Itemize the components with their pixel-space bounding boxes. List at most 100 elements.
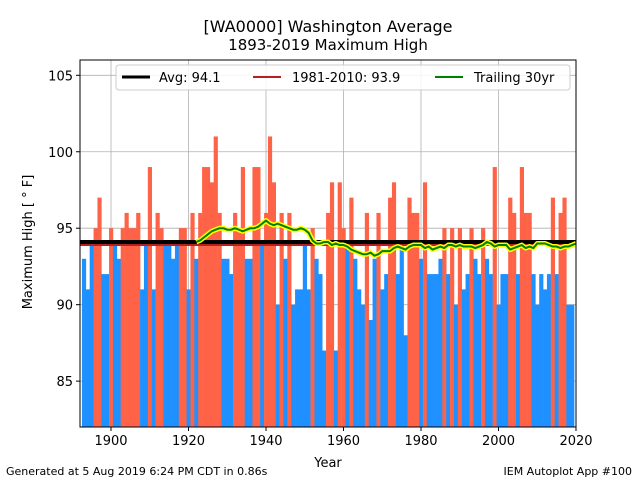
- bar-1954: [318, 274, 323, 427]
- bar-2005: [515, 274, 521, 427]
- bar-2010: [535, 304, 540, 427]
- x-tick-label: 2000: [482, 434, 515, 449]
- bar-1938: [256, 167, 261, 427]
- bar-1930: [225, 258, 230, 427]
- y-tick-label: 85: [56, 375, 73, 390]
- x-tick-label: 1980: [404, 434, 437, 449]
- bar-1956: [326, 212, 331, 427]
- bar-1988: [450, 228, 455, 427]
- bar-1903: [120, 228, 125, 427]
- bar-1996: [481, 228, 486, 427]
- bar-1992: [465, 274, 470, 427]
- bar-1976: [403, 335, 408, 427]
- legend-label-2: Trailing 30yr: [473, 71, 555, 86]
- bar-2009: [531, 274, 536, 427]
- bar-1901: [112, 243, 118, 427]
- bar-1913: [159, 228, 164, 427]
- bar-2013: [546, 274, 552, 427]
- bar-1922: [194, 258, 199, 427]
- bar-1906: [132, 228, 137, 427]
- bar-1963: [353, 258, 358, 427]
- bar-1909: [143, 243, 149, 427]
- bar-1897: [97, 197, 102, 427]
- bar-1959: [337, 182, 342, 427]
- bar-1918: [178, 228, 183, 427]
- bar-1986: [442, 228, 447, 427]
- bar-1970: [380, 289, 385, 427]
- bar-1995: [477, 274, 482, 427]
- bar-1951: [306, 289, 311, 427]
- legend-box: [115, 64, 571, 91]
- bar-1993: [469, 228, 474, 427]
- bar-1914: [163, 243, 168, 427]
- bar-1974: [395, 274, 400, 427]
- x-tick-label: 2020: [559, 434, 592, 449]
- bar-2004: [512, 212, 517, 427]
- bar-1896: [93, 228, 98, 427]
- bar-1973: [391, 182, 397, 427]
- bar-1925: [205, 167, 211, 427]
- bar-1967: [368, 319, 373, 427]
- bar-1944: [279, 212, 284, 427]
- bar-2006: [519, 167, 524, 427]
- bar-1911: [151, 289, 156, 427]
- bar-2016: [558, 212, 563, 427]
- bar-1927: [213, 136, 218, 428]
- bar-1893: [81, 258, 87, 427]
- bar-1943: [275, 304, 280, 427]
- bar-1947: [291, 304, 296, 427]
- bar-1929: [221, 258, 226, 427]
- bar-1957: [329, 182, 335, 427]
- bar-1902: [116, 258, 121, 427]
- bar-1952: [310, 228, 315, 427]
- bar-1962: [349, 197, 354, 427]
- bar-1997: [484, 258, 490, 427]
- x-tick-label: 1920: [172, 434, 205, 449]
- y-tick-label: 100: [48, 146, 73, 161]
- bar-1910: [147, 167, 152, 427]
- bar-2014: [550, 197, 555, 427]
- bar-2001: [500, 274, 505, 427]
- bar-2003: [508, 197, 513, 427]
- y-tick-label: 90: [56, 299, 73, 314]
- chart-subtitle: 1893-2019 Maximum High: [228, 36, 428, 54]
- bar-1972: [388, 197, 393, 427]
- bar-1987: [446, 274, 451, 427]
- bar-1969: [376, 212, 381, 427]
- bar-1950: [302, 243, 307, 427]
- axes: 1900 1920 1940 1960 1980 2000 2020 85 90 95 100 105: [48, 59, 593, 449]
- y-tick-label: 95: [56, 222, 73, 237]
- footer-app-label: IEM Autoplot App #100: [503, 465, 633, 478]
- bar-1907: [136, 212, 141, 427]
- bar-2011: [539, 274, 544, 427]
- bar-2008: [527, 212, 532, 427]
- bar-1923: [198, 212, 203, 427]
- bar-1900: [109, 228, 114, 427]
- bar-1948: [295, 289, 300, 427]
- bar-1958: [333, 350, 338, 427]
- bar-1960: [341, 228, 346, 427]
- bar-1894: [85, 289, 90, 427]
- bar-1895: [89, 243, 94, 427]
- bar-1984: [434, 274, 439, 427]
- bar-2015: [554, 274, 559, 427]
- bar-2002: [504, 274, 509, 427]
- bar-1934: [240, 167, 245, 427]
- bar-1968: [372, 258, 377, 427]
- bar-1915: [167, 243, 172, 427]
- bar-1931: [229, 274, 234, 427]
- bar-1965: [360, 304, 366, 427]
- bar-1939: [260, 243, 265, 427]
- bar-1949: [298, 289, 304, 427]
- legend-label-1: 1981-2010: 93.9: [292, 71, 400, 86]
- bar-1979: [415, 212, 420, 427]
- reference-lines: [80, 218, 577, 259]
- bars: [81, 136, 575, 428]
- bar-2000: [496, 304, 501, 427]
- x-tick-label: 1960: [327, 434, 360, 449]
- bar-1983: [430, 274, 435, 427]
- bar-1941: [267, 136, 273, 428]
- bar-1921: [190, 212, 195, 427]
- legend-label-0: Avg: 94.1: [159, 71, 221, 86]
